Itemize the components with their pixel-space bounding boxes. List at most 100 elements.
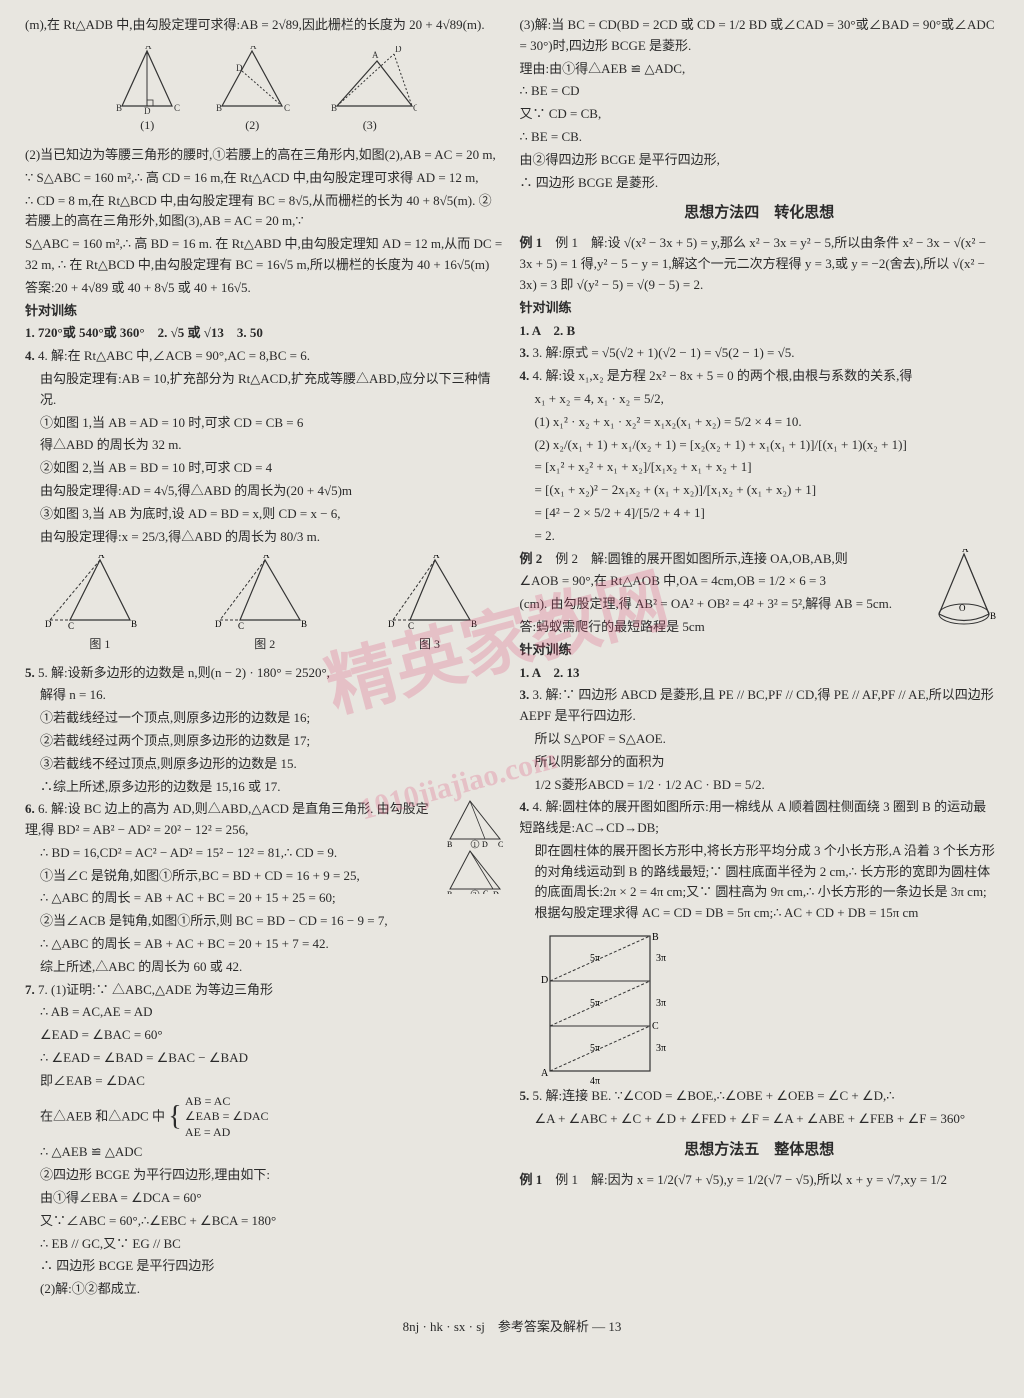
- page-footer: 8nj · hk · sx · sj 参考答案及解析 — 13: [25, 1317, 999, 1338]
- svg-text:D: D: [45, 619, 52, 629]
- text-line: 所以 S△POF = S△AOE.: [520, 729, 1000, 750]
- triangle-3: A D B C (3): [322, 46, 417, 135]
- text-line: 答:蚂蚁需爬行的最短路程是 5cm: [520, 617, 1000, 638]
- text-line: 由①得∠EBA = ∠DCA = 60°: [25, 1188, 505, 1209]
- triangle-1: A B D C (1): [112, 46, 182, 135]
- section-heading: 针对训练: [520, 298, 1000, 319]
- text-line: (3)解:当 BC = CD(BD = 2CD 或 CD = 1/2 BD 或∠…: [520, 15, 1000, 57]
- text-line: 综上所述,△ABC 的周长为 60 或 42.: [25, 957, 505, 978]
- text-line: x₁ + x₂ = 4, x₁ · x₂ = 5/2,: [520, 389, 1000, 410]
- text-line: 1. A 2. 13: [520, 663, 1000, 684]
- brace-content: AB = AC ∠EAB = ∠DAC AE = AD: [185, 1094, 269, 1141]
- text-line: 又∵ CD = CB,: [520, 104, 1000, 125]
- text-line: ∴ △AEB ≌ △ADC: [25, 1142, 505, 1163]
- svg-text:C: C: [483, 889, 488, 894]
- svg-text:C: C: [284, 103, 290, 113]
- text-line: ③若截线不经过顶点,则原多边形的边数是 15.: [25, 754, 505, 775]
- text-line: (m),在 Rt△ADB 中,由勾股定理可求得:AB = 2√89,因此栅栏的长…: [25, 15, 505, 36]
- svg-text:D: D: [144, 106, 151, 116]
- svg-text:A: A: [263, 555, 270, 560]
- text-line: 理由:由①得△AEB ≌ △ADC,: [520, 59, 1000, 80]
- svg-text:D: D: [236, 63, 243, 73]
- text-line: ∴ 四边形 BCGE 是平行四边形: [25, 1256, 505, 1277]
- fig2: A D C B 图 2: [210, 555, 320, 654]
- text-line: ∴ △ABC 的周长 = AB + AC + BC = 20 + 15 + 25…: [25, 888, 505, 909]
- text-line: S△ABC = 160 m²,∴ 高 BD = 16 m. 在 Rt△ABD 中…: [25, 234, 505, 276]
- text-line: ①如图 1,当 AB = AD = 10 时,可求 CD = CB = 6: [25, 413, 505, 434]
- fig-label: 图 3: [375, 635, 485, 654]
- svg-text:B: B: [216, 103, 222, 113]
- side-triangles: BDC 1 BCD 2: [445, 799, 505, 894]
- text-line: ②如图 2,当 AB = BD = 10 时,可求 CD = 4: [25, 458, 505, 479]
- text-line: ∠AOB = 90°,在 Rt△AOB 中,OA = 4cm,OB = 1/2 …: [520, 571, 1000, 592]
- text-line: 7. 7. (1)证明:∵ △ABC,△ADE 为等边三角形: [25, 980, 505, 1001]
- text-line: 得△ABD 的周长为 32 m.: [25, 435, 505, 456]
- text-line: = [(x₁ + x₂)² − 2x₁x₂ + (x₁ + x₂)]/[x₁x₂…: [520, 480, 1000, 501]
- svg-text:D: D: [541, 975, 548, 986]
- text-line: ∴ BE = CB.: [520, 127, 1000, 148]
- text-line: ∴ EB // GC,又∵ EG // BC: [25, 1234, 505, 1255]
- svg-text:A: A: [98, 555, 105, 560]
- text-line: ∴ CD = 8 m,在 Rt△BCD 中,由勾股定理有 BC = 8√5,从而…: [25, 191, 505, 233]
- text-line: ∴ BD = 16,CD² = AC² − AD² = 15² − 12² = …: [25, 843, 505, 864]
- svg-text:A: A: [962, 549, 969, 554]
- method-heading: 思想方法四 转化思想: [520, 201, 1000, 225]
- text-line: ∠EAD = ∠BAC = 60°: [25, 1025, 505, 1046]
- right-column: (3)解:当 BC = CD(BD = 2CD 或 CD = 1/2 BD 或∠…: [520, 15, 1000, 1302]
- svg-text:C: C: [652, 1021, 659, 1032]
- svg-text:3π: 3π: [656, 953, 666, 964]
- svg-text:B: B: [301, 619, 307, 629]
- text-line: ∴ ∠EAD = ∠BAD = ∠BAC − ∠BAD: [25, 1048, 505, 1069]
- two-column-layout: (m),在 Rt△ADB 中,由勾股定理可求得:AB = 2√89,因此栅栏的长…: [25, 15, 999, 1302]
- svg-text:D: D: [215, 619, 222, 629]
- text-line: 6. 6. 解:设 BC 边上的高为 AD,则△ABD,△ACD 是直角三角形.…: [25, 799, 505, 841]
- text-line: ∴综上所述,原多边形的边数是 15,16 或 17.: [25, 777, 505, 798]
- text-line: (1) x₁² · x₂ + x₁ · x₂² = x₁x₂(x₁ + x₂) …: [520, 412, 1000, 433]
- svg-text:B: B: [652, 932, 659, 943]
- svg-text:A: A: [372, 50, 379, 60]
- svg-text:B: B: [990, 611, 996, 621]
- text-line: ∠A + ∠ABC + ∠C + ∠D + ∠FED + ∠F = ∠A + ∠…: [520, 1109, 1000, 1130]
- triangle-2: A B D C (2): [212, 46, 292, 135]
- text-line: (2) x₂/(x₁ + 1) + x₁/(x₂ + 1) = [x₂(x₂ +…: [520, 435, 1000, 456]
- text-line: 例 1 例 1 解:设 √(x² − 3x + 5) = y,那么 x² − 3…: [520, 233, 1000, 295]
- text-line: 1/2 S菱形ABCD = 1/2 · 1/2 AC · BD = 5/2.: [520, 775, 1000, 796]
- fig-label: (2): [212, 116, 292, 135]
- svg-text:C: C: [68, 621, 74, 631]
- cylinder-unfold-diagram: B D C A 5π 5π 5π 3π 3π 3π 4π: [520, 926, 1000, 1086]
- text-line: (2)解:①②都成立.: [25, 1279, 505, 1300]
- cone-diagram: A O B: [929, 549, 999, 634]
- text-line: ∴ BE = CD: [520, 81, 1000, 102]
- left-column: (m),在 Rt△ADB 中,由勾股定理可求得:AB = 2√89,因此栅栏的长…: [25, 15, 505, 1302]
- svg-text:5π: 5π: [590, 953, 600, 964]
- text-line: 5. 5. 解:连接 BE. ∵∠COD = ∠BOE,∴∠OBE + ∠OEB…: [520, 1086, 1000, 1107]
- svg-text:C: C: [498, 840, 503, 849]
- text-line: 即∠EAB = ∠DAC: [25, 1071, 505, 1092]
- text-line: 由勾股定理得:AD = 4√5,得△ABD 的周长为(20 + 4√5)m: [25, 481, 505, 502]
- svg-text:O: O: [959, 603, 966, 613]
- svg-text:5π: 5π: [590, 1043, 600, 1054]
- section-heading: 针对训练: [25, 301, 505, 322]
- text-line: ②当∠ACB 是钝角,如图①所示,则 BC = BD − CD = 16 − 9…: [25, 911, 505, 932]
- svg-text:5π: 5π: [590, 998, 600, 1009]
- text-line: 4. 4. 解:在 Rt△ABC 中,∠ACB = 90°,AC = 8,BC …: [25, 346, 505, 367]
- text-line: 4. 4. 解:设 x₁,x₂ 是方程 2x² − 8x + 5 = 0 的两个…: [520, 366, 1000, 387]
- text-line: 4. 4. 解:圆柱体的展开图如图所示:用一棉线从 A 顺着圆柱侧面绕 3 圈到…: [520, 797, 1000, 839]
- text-line: 在△AEB 和△ADC 中 { AB = AC ∠EAB = ∠DAC AE =…: [25, 1094, 505, 1141]
- svg-text:C: C: [413, 103, 417, 113]
- svg-text:A: A: [433, 555, 440, 560]
- svg-text:3π: 3π: [656, 998, 666, 1009]
- text-line: 又∵∠ABC = 60°,∴∠EBC + ∠BCA = 180°: [25, 1211, 505, 1232]
- text-line: 答案:20 + 4√89 或 40 + 8√5 或 40 + 16√5.: [25, 278, 505, 299]
- svg-text:D: D: [388, 619, 395, 629]
- text-line: 解得 n = 16.: [25, 685, 505, 706]
- svg-text:A: A: [250, 46, 257, 51]
- svg-text:A: A: [541, 1068, 549, 1079]
- text-line: 由②得四边形 BCGE 是平行四边形,: [520, 150, 1000, 171]
- svg-text:D: D: [493, 890, 499, 894]
- text-line: 由勾股定理有:AB = 10,扩充部分为 Rt△ACD,扩充成等腰△ABD,应分…: [25, 369, 505, 411]
- svg-text:B: B: [331, 103, 337, 113]
- text-line: ∵ S△ABC = 160 m²,∴ 高 CD = 16 m,在 Rt△ACD …: [25, 168, 505, 189]
- text-line: ∴ AB = AC,AE = AD: [25, 1002, 505, 1023]
- text-line: (2)当已知边为等腰三角形的腰时,①若腰上的高在三角形内,如图(2),AB = …: [25, 145, 505, 166]
